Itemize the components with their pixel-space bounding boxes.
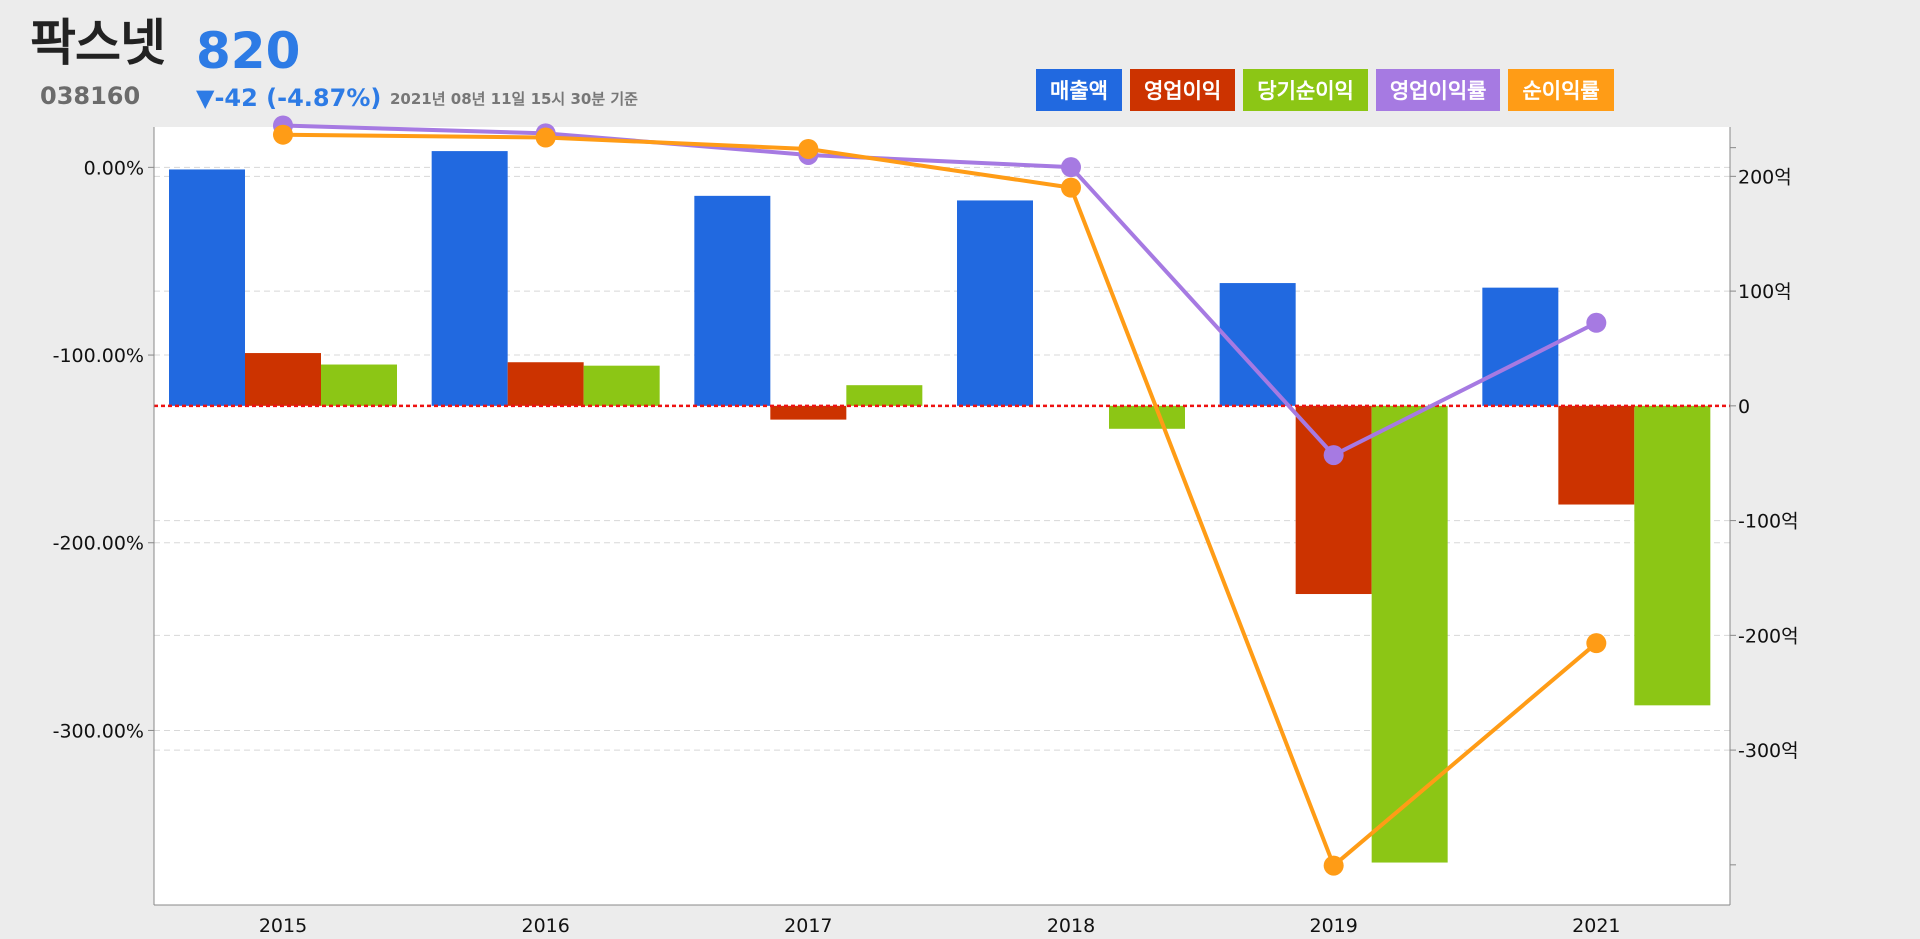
x-tick-label: 2017 <box>784 915 832 937</box>
legend-item-net-income[interactable]: 당기순이익 <box>1243 69 1368 111</box>
legend-item-operating-profit[interactable]: 영업이익 <box>1129 69 1236 111</box>
net-margin-point <box>535 127 556 148</box>
left-tick-label: -100.00% <box>53 345 144 367</box>
stock-code: 038160 <box>40 82 141 110</box>
bar-net-income <box>846 385 923 406</box>
net-margin-point <box>798 138 819 159</box>
right-tick-label: -300억 <box>1738 740 1799 762</box>
bar-revenue <box>957 200 1033 406</box>
legend-item-revenue[interactable]: 매출액 <box>1036 69 1122 111</box>
x-tick-label: 2016 <box>521 915 569 937</box>
bar-operating-profit <box>507 362 584 406</box>
bar-operating-profit <box>1558 405 1635 505</box>
net-margin-line <box>282 132 1598 868</box>
right-tick-label: 0 <box>1738 396 1750 418</box>
right-tick-label: -200억 <box>1738 625 1799 647</box>
left-tick-label: 0.00% <box>84 157 144 179</box>
left-tick-label: -300.00% <box>53 720 144 742</box>
net-margin-point <box>1323 855 1344 876</box>
operating-margin-point <box>1061 157 1081 178</box>
bar-net-income <box>1371 405 1448 863</box>
bar-net-income <box>1634 405 1711 706</box>
stock-date: 2021년 08년 11일 15시 30분 기준 <box>390 90 638 108</box>
right-tick-label: -100억 <box>1738 511 1799 533</box>
bar-net-income <box>1109 405 1185 429</box>
legend-item-net-margin[interactable]: 순이익률 <box>1508 69 1614 111</box>
net-margin-point <box>1061 177 1081 198</box>
bar-net-income <box>321 364 397 406</box>
net-margin-point <box>1586 633 1607 654</box>
operating-margin-point <box>1586 312 1607 333</box>
bar-revenue <box>431 151 508 406</box>
plot-area <box>154 127 1730 905</box>
operating-margin-line <box>282 123 1598 458</box>
stock-name: 팍스넷 <box>30 14 166 72</box>
legend-item-operating-margin[interactable]: 영업이익률 <box>1375 69 1501 111</box>
x-tick-label: 2018 <box>1047 915 1095 937</box>
bar-operating-profit <box>1295 405 1372 595</box>
bar-revenue <box>169 169 245 406</box>
stock-price: 820 <box>196 22 301 80</box>
bar-operating-profit <box>770 405 847 420</box>
right-tick-label: 200억 <box>1738 166 1792 188</box>
left-tick-label: -200.00% <box>53 533 144 555</box>
x-tick-label: 2021 <box>1572 915 1620 937</box>
stock-change: ▼-42 (-4.87%) <box>196 84 382 112</box>
x-tick-label: 2015 <box>259 915 307 937</box>
operating-margin-point <box>1323 445 1344 466</box>
net-margin-point <box>273 124 293 145</box>
chart-legend: 매출액 영업이익 당기순이익 영업이익률 순이익률 <box>1036 69 1614 111</box>
x-tick-label: 2019 <box>1309 915 1357 937</box>
right-tick-label: 100억 <box>1738 281 1792 303</box>
bar-net-income <box>583 365 660 406</box>
bar-operating-profit <box>245 353 321 406</box>
bar-revenue <box>694 195 771 406</box>
